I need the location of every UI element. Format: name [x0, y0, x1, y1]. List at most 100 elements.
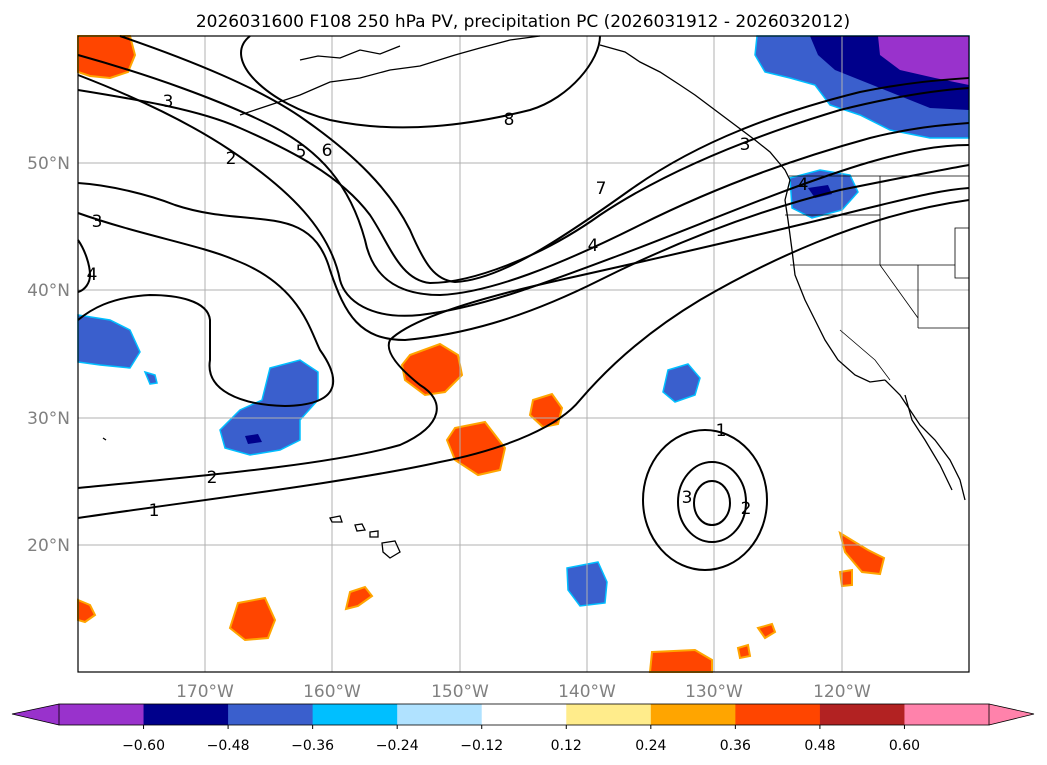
pv-contour-label: 4	[588, 236, 599, 256]
precip-negative-area	[143, 370, 158, 385]
pv-contour-3	[77, 212, 335, 408]
precip-positive-area	[528, 392, 564, 429]
pv-contour-2	[77, 187, 970, 489]
precipitation-fills	[77, 35, 970, 673]
precip-negative-area	[662, 363, 701, 403]
pv-contour-label: 4	[87, 265, 98, 285]
colorbar-segment	[228, 704, 314, 725]
colorbar-tick-label: −0.36	[291, 738, 334, 754]
pv-contour-label: 3	[740, 135, 751, 155]
precip-positive-area	[756, 622, 777, 640]
lon-label: 160°W	[303, 682, 361, 702]
pv-contour-label: 7	[596, 179, 607, 199]
pv-contour-5	[77, 74, 970, 317]
precip-positive-area	[648, 648, 713, 673]
colorbar-tick-label: −0.12	[460, 738, 503, 754]
map-background	[78, 36, 969, 672]
gulf-of-california-coastline	[904, 394, 953, 491]
colorbar-frame-high	[988, 703, 1035, 726]
baja-coastline	[884, 379, 966, 501]
colorbar-extend-high	[989, 704, 1034, 725]
colorbar-segment	[481, 704, 567, 725]
pv-contour-1	[77, 199, 970, 519]
colorbar-segment	[59, 704, 145, 725]
island-outline	[102, 437, 107, 441]
colorbar-frame	[58, 703, 990, 726]
colorbar-frame-low	[11, 703, 60, 726]
precip-negative-area	[219, 359, 319, 456]
pv-contour-8-ring	[240, 35, 601, 129]
pv-contour-8	[119, 35, 970, 284]
colorbar-tick-label: 0.24	[635, 738, 666, 754]
colorbar-segment	[143, 704, 229, 725]
mexico-border	[839, 329, 891, 381]
lat-label: 30°N	[27, 409, 70, 429]
pv-contour-label: 4	[798, 175, 809, 195]
colorbar-segment	[819, 704, 905, 725]
colorbar-tick-label: 0.36	[720, 738, 751, 754]
pv-contour-6	[77, 54, 970, 297]
us-west-coastline	[784, 179, 886, 383]
alaska-panhandle-coastline	[599, 44, 791, 181]
coastlines	[102, 35, 966, 559]
colorbar-tick-label: −0.24	[376, 738, 419, 754]
map-frame	[77, 35, 970, 673]
lat-label: 20°N	[27, 536, 70, 556]
pv-contour-3-closed	[693, 480, 731, 526]
lon-label: 140°W	[558, 682, 616, 702]
precip-positive-area	[344, 585, 374, 611]
precip-positive-area	[228, 596, 277, 642]
lon-label: 170°W	[176, 682, 234, 702]
state-borders	[785, 175, 970, 381]
pv-contour-label: 2	[226, 149, 237, 169]
pv-contour-label: 3	[682, 488, 693, 508]
alaska-coastline	[299, 45, 401, 61]
lon-label: 120°W	[813, 682, 871, 702]
gridlines	[78, 36, 969, 672]
pv-contour-label: 5	[296, 142, 307, 162]
figure-title: 2026031600 F108 250 hPa PV, precipitatio…	[196, 12, 850, 32]
precip-negative-area	[77, 314, 141, 369]
lat-label: 40°N	[27, 281, 70, 301]
pv-contour-label: 1	[149, 501, 160, 521]
colorbar-segment	[904, 704, 990, 725]
precip-positive-area	[445, 420, 507, 477]
hawaii-island-outline	[329, 515, 343, 523]
pv-contours	[77, 35, 970, 571]
hawaii-island-outline	[369, 530, 379, 538]
colorbar-segment	[397, 704, 483, 725]
lon-labels: 170°W 160°W 150°W 140°W 130°W 120°W	[176, 682, 871, 702]
pv-contour-label: 2	[207, 468, 218, 488]
colorbar-segment	[566, 704, 652, 725]
colorbar-extend-low	[12, 704, 59, 725]
colorbar-segment	[735, 704, 821, 725]
precip-extreme-negative-area	[878, 36, 969, 85]
pv-contour-4-west	[77, 239, 92, 293]
precip-strong-negative-area	[808, 185, 832, 198]
lat-label: 50°N	[27, 154, 70, 174]
pv-contour-label: 3	[92, 212, 103, 232]
precip-positive-area	[838, 568, 853, 588]
map-panel: 1 2 3 4 5 6 7 8 1 2 3 3 4 2 3 4	[77, 35, 970, 673]
pv-contour-label: 1	[716, 421, 727, 441]
pv-contour-4	[77, 164, 970, 342]
pv-contour-label: 3	[163, 92, 174, 112]
pv-contour-label: 8	[504, 110, 515, 130]
precip-positive-area	[736, 643, 752, 660]
hawaii-island-outline	[354, 523, 366, 532]
colorbar: −0.60 −0.48 −0.36 −0.24 −0.12 0.12 0.24 0.36 0.4…	[11, 703, 1035, 754]
colorbar-tick-label: 0.48	[804, 738, 835, 754]
precip-positive-area	[838, 530, 886, 576]
alaska-coastline	[239, 35, 541, 116]
state-border	[879, 264, 919, 319]
pv-contour-label: 6	[322, 141, 333, 161]
lon-label: 150°W	[431, 682, 489, 702]
colorbar-tick-label: 0.60	[889, 738, 920, 754]
lon-label: 130°W	[685, 682, 743, 702]
colorbar-segment	[650, 704, 736, 725]
colorbar-segment	[312, 704, 398, 725]
precip-strong-negative-area	[245, 434, 262, 444]
pv-contour-label: 2	[741, 499, 752, 519]
colorbar-tick-label: −0.48	[207, 738, 250, 754]
